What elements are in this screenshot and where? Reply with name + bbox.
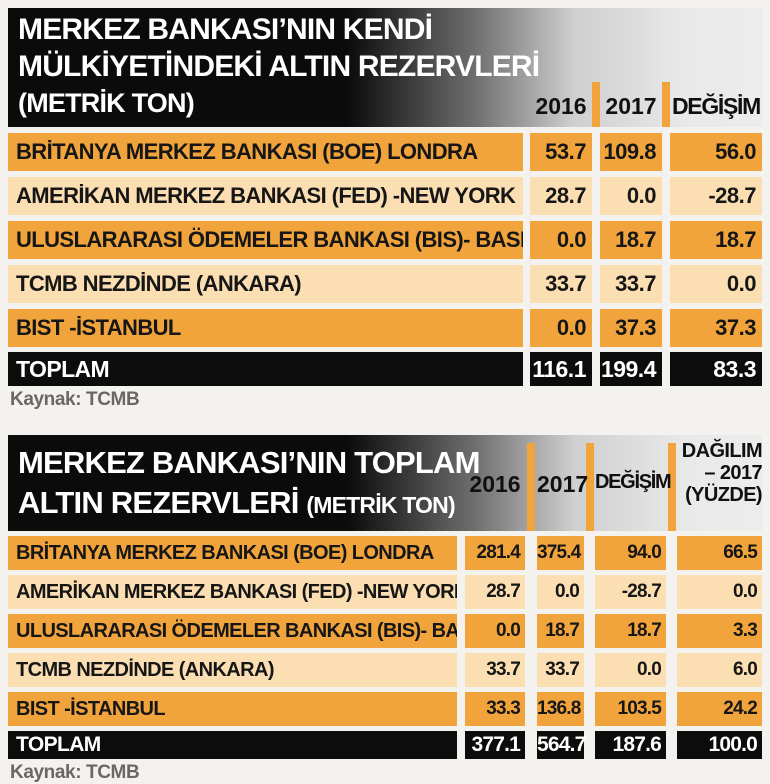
cell-2016: 33.7 (530, 265, 592, 303)
cell-2016: 53.7 (530, 133, 592, 171)
cell-2017: 0.0 (600, 177, 662, 215)
col-header-dagilim: DAĞILIM – 2017 (YÜZDE) (681, 440, 763, 506)
cell-dagilim: 0.0 (677, 575, 762, 609)
table-row: TCMB NEZDİNDE (ANKARA) 33.7 33.7 0.0 (8, 265, 762, 303)
table1-title-line1: MERKEZ BANKASI’NIN KENDİ (18, 13, 433, 46)
cell-degisim: 37.3 (670, 309, 762, 347)
cell-2017: 33.7 (537, 653, 584, 687)
table2-title-unit: (METRİK TON) (306, 492, 455, 518)
table1-header: MERKEZ BANKASI’NIN KENDİ MÜLKİYETİNDEKİ … (8, 8, 762, 127)
table1-title-unit: (METRİK TON) (18, 88, 195, 118)
cell-2016: 28.7 (530, 177, 592, 215)
total-label: TOPLAM (8, 731, 457, 759)
col-header-2016: 2016 (469, 471, 521, 497)
cell-degisim: -28.7 (595, 575, 666, 609)
total-label: TOPLAM (8, 352, 523, 386)
column-divider-bar (527, 443, 535, 531)
row-label: BRİTANYA MERKEZ BANKASI (BOE) LONDRA (8, 536, 457, 570)
total-degisim: 187.6 (595, 731, 666, 759)
cell-degisim: 18.7 (595, 614, 666, 648)
row-label: ULUSLARARASI ÖDEMELER BANKASI (BIS)- BAS… (8, 614, 457, 648)
table-row: BIST -İSTANBUL 0.0 37.3 37.3 (8, 309, 762, 347)
table1-title: MERKEZ BANKASI’NIN KENDİ MÜLKİYETİNDEKİ … (18, 11, 540, 122)
table-row: BRİTANYA MERKEZ BANKASI (BOE) LONDRA 281… (8, 536, 762, 570)
cell-2016: 0.0 (530, 309, 592, 347)
row-label: BRİTANYA MERKEZ BANKASI (BOE) LONDRA (8, 133, 523, 171)
cell-degisim: -28.7 (670, 177, 762, 215)
table-total-gold-reserves: MERKEZ BANKASI’NIN TOPLAM ALTIN REZERVLE… (8, 435, 763, 784)
row-label: TCMB NEZDİNDE (ANKARA) (8, 653, 457, 687)
table-row: TCMB NEZDİNDE (ANKARA) 33.7 33.7 0.0 6.0 (8, 653, 762, 687)
cell-2017: 109.8 (600, 133, 662, 171)
cell-degisim: 56.0 (670, 133, 762, 171)
cell-2016: 281.4 (465, 536, 525, 570)
total-2016: 116.1 (530, 352, 592, 386)
column-divider-bar (662, 82, 670, 127)
cell-degisim: 0.0 (595, 653, 666, 687)
cell-2016: 0.0 (465, 614, 525, 648)
total-2016: 377.1 (465, 731, 525, 759)
row-label: AMERİKAN MERKEZ BANKASI (FED) -NEW YORK (8, 177, 523, 215)
table-own-gold-reserves: MERKEZ BANKASI’NIN KENDİ MÜLKİYETİNDEKİ … (8, 8, 762, 411)
total-degisim: 83.3 (670, 352, 762, 386)
col-header-degisim: DEĞİŞİM (671, 93, 761, 119)
source-label: Kaynak: TCMB (10, 762, 140, 783)
row-label: BIST -İSTANBUL (8, 692, 457, 726)
col-header-degisim: DEĞİŞİM (595, 471, 672, 493)
cell-2017: 33.7 (600, 265, 662, 303)
total-2017: 199.4 (600, 352, 662, 386)
col-header-2017: 2017 (605, 93, 657, 119)
cell-2017: 136.8 (537, 692, 584, 726)
cell-2016: 0.0 (530, 221, 592, 259)
table-row: BIST -İSTANBUL 33.3 136.8 103.5 24.2 (8, 692, 762, 726)
cell-2016: 33.7 (465, 653, 525, 687)
cell-2016: 28.7 (465, 575, 525, 609)
table2-header: MERKEZ BANKASI’NIN TOPLAM ALTIN REZERVLE… (8, 435, 763, 531)
table2-title: MERKEZ BANKASI’NIN TOPLAM ALTIN REZERVLE… (18, 443, 480, 525)
row-label: BIST -İSTANBUL (8, 309, 523, 347)
cell-2016: 33.3 (465, 692, 525, 726)
cell-dagilim: 6.0 (677, 653, 762, 687)
cell-dagilim: 24.2 (677, 692, 762, 726)
cell-degisim: 18.7 (670, 221, 762, 259)
col-header-2017: 2017 (537, 471, 589, 497)
table2-title-line1: MERKEZ BANKASI’NIN TOPLAM (18, 445, 480, 480)
total-dagilim: 100.0 (677, 731, 762, 759)
table-row: AMERİKAN MERKEZ BANKASI (FED) -NEW YORK … (8, 575, 762, 609)
cell-2017: 18.7 (600, 221, 662, 259)
cell-2017: 18.7 (537, 614, 584, 648)
cell-dagilim: 3.3 (677, 614, 762, 648)
table2-title-line2: ALTIN REZERVLERİ (METRİK TON) (18, 485, 456, 520)
column-divider-bar (592, 82, 600, 127)
column-divider-bar (586, 443, 594, 531)
row-label: TCMB NEZDİNDE (ANKARA) (8, 265, 523, 303)
table1-title-line2: MÜLKİYETİNDEKİ ALTIN REZERVLERİ (18, 50, 540, 83)
table-row: ULUSLARARASI ÖDEMELER BANKASI (BIS)- BAS… (8, 221, 762, 259)
row-label: AMERİKAN MERKEZ BANKASI (FED) -NEW YORK (8, 575, 457, 609)
total-2017: 564.7 (537, 731, 586, 759)
cell-2017: 375.4 (537, 536, 584, 570)
column-divider-bar (668, 443, 676, 531)
table-row: BRİTANYA MERKEZ BANKASI (BOE) LONDRA 53.… (8, 133, 762, 171)
cell-degisim: 94.0 (595, 536, 666, 570)
row-label: ULUSLARARASI ÖDEMELER BANKASI (BIS)- BAS… (8, 221, 523, 259)
table-row: ULUSLARARASI ÖDEMELER BANKASI (BIS)- BAS… (8, 614, 762, 648)
cell-2017: 37.3 (600, 309, 662, 347)
source-label: Kaynak: TCMB (10, 389, 140, 410)
col-header-2016: 2016 (535, 93, 587, 119)
table-row: AMERİKAN MERKEZ BANKASI (FED) -NEW YORK … (8, 177, 762, 215)
total-row: TOPLAM 377.1 564.7 187.6 100.0 (8, 731, 762, 759)
cell-dagilim: 66.5 (677, 536, 762, 570)
cell-degisim: 103.5 (595, 692, 666, 726)
total-row: TOPLAM 116.1 199.4 83.3 (8, 352, 762, 386)
cell-degisim: 0.0 (670, 265, 762, 303)
cell-2017: 0.0 (537, 575, 584, 609)
